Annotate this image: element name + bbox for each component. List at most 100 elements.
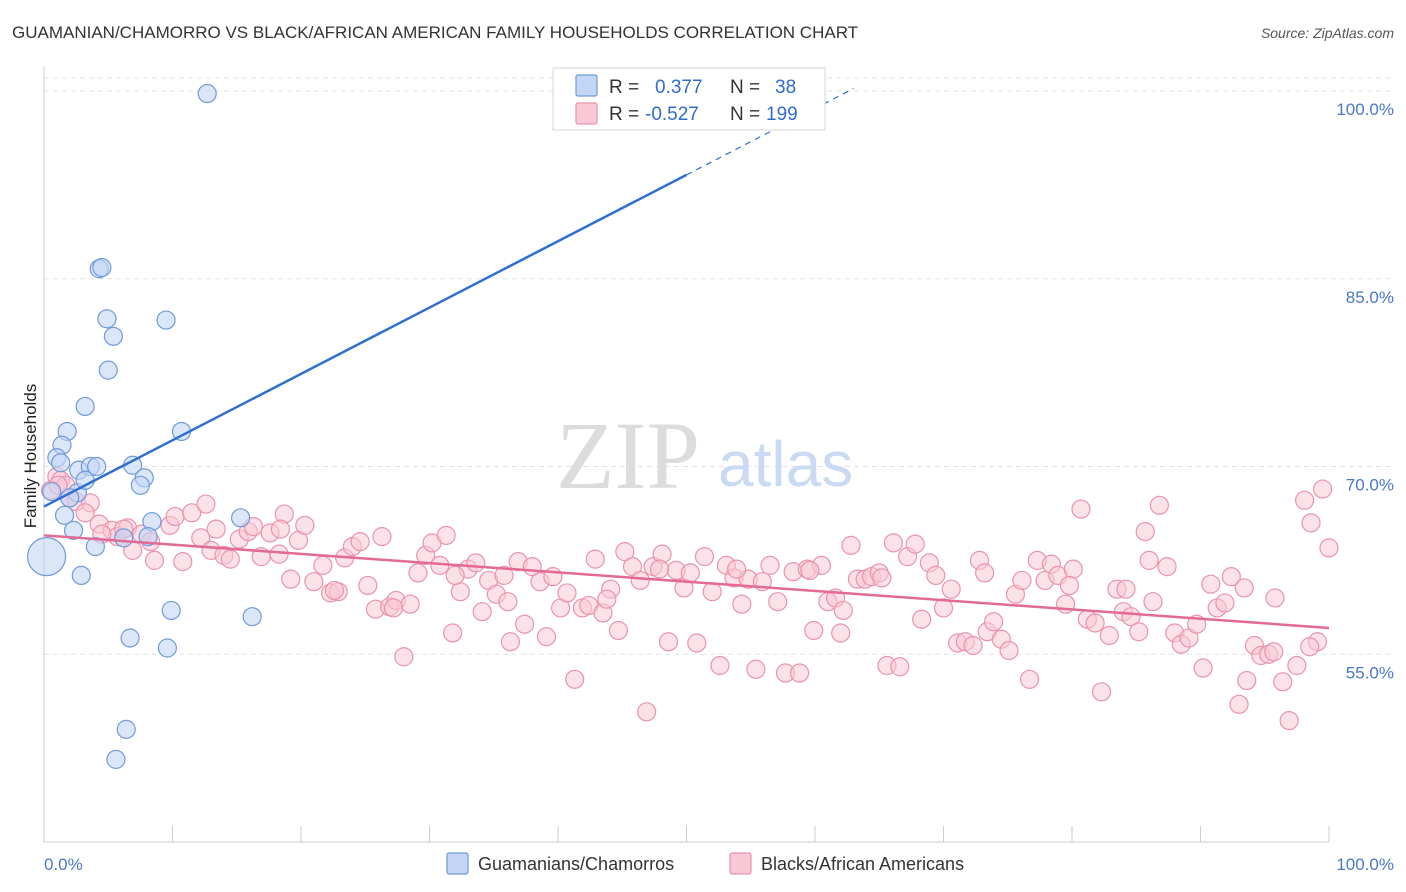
series-legend-label-blacks: Blacks/African Americans <box>761 854 964 874</box>
point-blacks <box>466 553 486 573</box>
point-blacks <box>1116 579 1136 599</box>
point-blacks <box>905 534 925 554</box>
y-tick-label: 55.0% <box>1346 663 1394 682</box>
point-blacks <box>557 583 577 603</box>
point-blacks <box>350 532 370 552</box>
point-blacks <box>1019 669 1040 689</box>
point-guamanians <box>197 83 217 104</box>
point-guamanians <box>51 453 71 473</box>
point-blacks <box>1287 655 1307 676</box>
legend-r-value-guamanians: 0.377 <box>655 77 703 98</box>
stats-legend: R = 0.377 N = 38 R = -0.527 N = 199 <box>552 67 826 131</box>
point-blacks <box>494 565 514 586</box>
y-tick-label: 100.0% <box>1336 100 1394 119</box>
point-blacks <box>281 569 301 589</box>
point-blacks <box>450 582 470 602</box>
point-blacks <box>1135 521 1155 542</box>
series-legend-swatch-guamanians <box>446 852 469 875</box>
point-blacks <box>514 614 535 634</box>
point-blacks <box>144 550 165 570</box>
point-blacks <box>324 580 345 601</box>
point-guamanians <box>54 505 75 525</box>
point-blacks <box>445 565 465 586</box>
point-blacks <box>1312 479 1333 499</box>
point-guamanians <box>92 257 112 278</box>
point-guamanians <box>98 360 118 380</box>
point-blacks <box>394 647 414 667</box>
point-guamanians <box>231 508 251 528</box>
trend-lines <box>43 87 1330 630</box>
point-guamanians <box>97 309 117 329</box>
trend-line-blacks <box>43 534 1330 630</box>
trend-line-guamanians <box>43 173 688 508</box>
point-guamanians <box>85 537 106 557</box>
point-guamanians <box>103 326 123 346</box>
point-blacks <box>182 503 202 523</box>
point-blacks <box>1091 682 1112 702</box>
x-tick-label-right: 100.0% <box>1336 855 1394 874</box>
point-blacks <box>746 659 766 679</box>
point-blacks <box>615 542 635 562</box>
point-blacks <box>443 623 463 643</box>
point-blacks <box>768 592 788 612</box>
point-blacks <box>694 547 715 567</box>
point-blacks <box>1129 622 1149 642</box>
legend-swatch-blacks <box>575 102 598 125</box>
point-blacks <box>1143 592 1163 612</box>
point-blacks <box>831 623 851 643</box>
point-blacks <box>984 612 1004 632</box>
point-guamanians <box>106 749 126 769</box>
point-blacks <box>565 669 585 689</box>
point-guamanians <box>75 396 95 417</box>
point-guamanians <box>42 481 62 502</box>
legend-r-label-guamanians: R = <box>609 77 639 98</box>
point-blacks <box>883 533 903 553</box>
point-blacks <box>536 627 557 647</box>
point-guamanians <box>120 628 140 648</box>
point-blacks <box>269 544 289 564</box>
point-blacks <box>658 632 679 652</box>
point-blacks <box>1071 499 1091 519</box>
point-blacks <box>608 620 628 641</box>
point-blacks <box>872 568 892 588</box>
axes <box>43 66 1330 843</box>
point-blacks <box>1201 574 1221 594</box>
y-axis-label: Family Households <box>21 384 40 529</box>
point-blacks <box>1059 575 1080 596</box>
chart-title: GUAMANIAN/CHAMORRO VS BLACK/AFRICAN AMER… <box>12 23 858 42</box>
point-blacks <box>1139 550 1159 570</box>
point-blacks <box>1301 513 1321 533</box>
point-blacks <box>436 525 456 545</box>
point-blacks <box>173 552 193 572</box>
point-blacks <box>841 535 861 555</box>
point-blacks <box>1012 570 1032 591</box>
point-blacks <box>270 519 291 539</box>
legend-n-label-guamanians: N = <box>730 77 760 98</box>
legend-n-value-blacks: 199 <box>766 104 798 125</box>
point-blacks <box>1149 495 1169 515</box>
point-blacks <box>1215 593 1235 613</box>
point-guamanians <box>87 456 107 477</box>
y-tick-labels: 100.0% 85.0% 70.0% 55.0% <box>1336 100 1394 682</box>
x-tick-label-left: 0.0% <box>44 855 83 874</box>
point-blacks <box>789 663 810 683</box>
point-blacks <box>702 582 722 602</box>
point-blacks <box>833 600 853 621</box>
point-blacks <box>890 657 910 677</box>
point-blacks <box>1221 567 1241 587</box>
point-guamanians <box>130 475 150 495</box>
series-legend: Guamanians/Chamorros Blacks/African Amer… <box>446 852 964 875</box>
point-blacks <box>630 570 650 591</box>
point-blacks <box>75 503 95 523</box>
series-legend-label-guamanians: Guamanians/Chamorros <box>478 854 674 874</box>
point-blacks <box>1234 578 1254 598</box>
point-blacks <box>1294 490 1315 510</box>
point-blacks <box>710 655 730 676</box>
point-blacks <box>472 602 492 622</box>
point-blacks <box>1273 672 1293 692</box>
point-blacks <box>196 494 216 514</box>
point-blacks <box>1099 625 1119 646</box>
legend-r-value-blacks: -0.527 <box>645 104 699 125</box>
point-blacks <box>585 549 605 569</box>
